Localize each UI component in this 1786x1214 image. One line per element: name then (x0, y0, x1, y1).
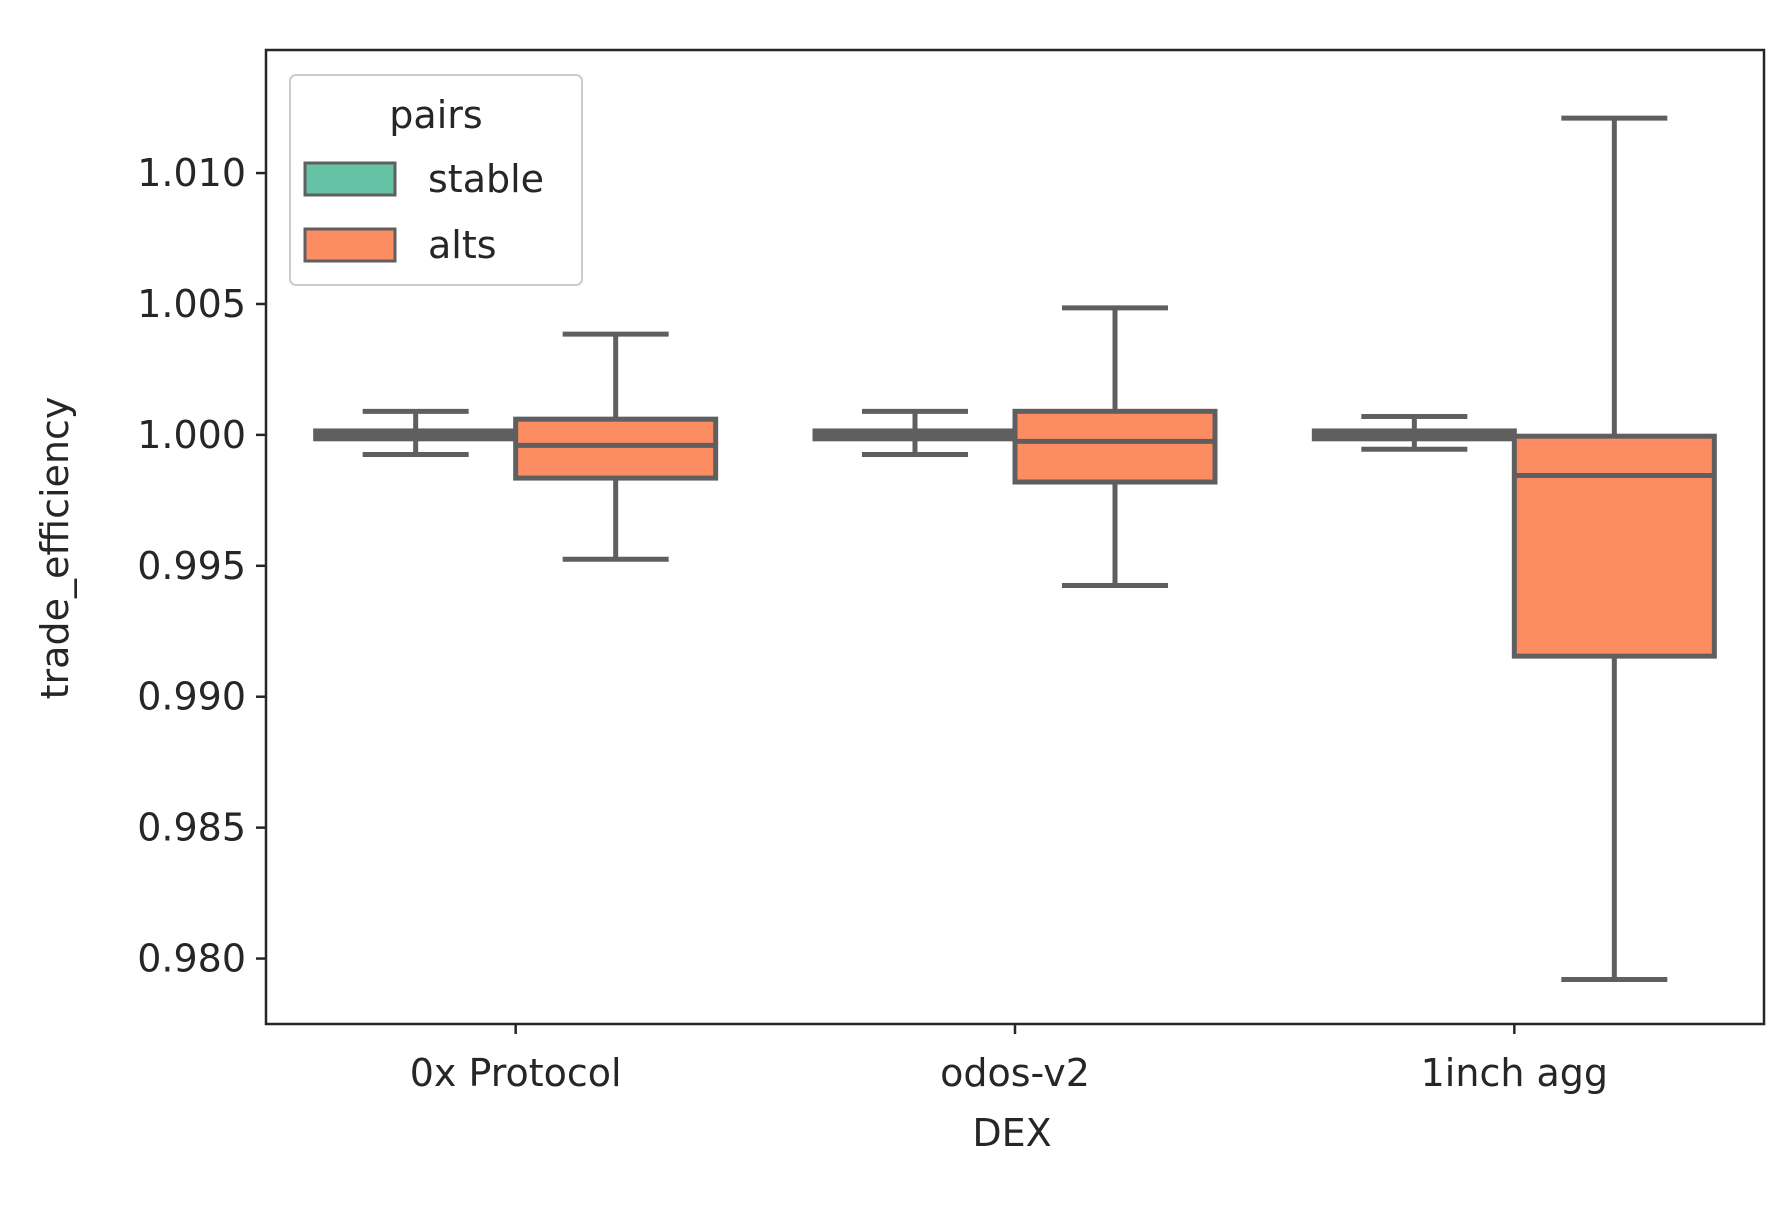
y-tick-label: 0.980 (137, 937, 246, 981)
box-alts-1 (513, 331, 719, 562)
box-alts-3 (1511, 115, 1717, 982)
y-tick-label: 1.005 (137, 282, 246, 326)
y-axis-title: trade_efficiency (33, 397, 77, 700)
iqr-box (1012, 408, 1218, 485)
legend-swatch-stable (303, 161, 397, 197)
legend-swatch-alts (303, 227, 397, 263)
legend-label-stable: stable (428, 157, 544, 201)
legend: pairs stable alts (289, 74, 583, 286)
box-stable-2 (812, 408, 1018, 458)
axes: 0.980 0.985 0.990 0.995 1.000 1.005 1.010 0x Pr… (137, 48, 1766, 1095)
x-axis-title: DEX (972, 1111, 1051, 1155)
y-tick-label: 0.985 (137, 806, 246, 850)
box-alts-2 (1012, 305, 1218, 588)
x-tick-label: 1inch agg (1421, 1051, 1608, 1095)
y-tick-label: 0.995 (137, 544, 246, 588)
box-stable-1 (313, 408, 519, 458)
iqr-box (513, 416, 719, 481)
y-tick-label: 1.010 (137, 151, 246, 195)
x-tick-label: odos-v2 (940, 1051, 1090, 1095)
legend-title: pairs (389, 93, 482, 137)
y-tick-label: 1.000 (137, 413, 246, 457)
legend-label-alts: alts (428, 223, 497, 267)
box-stable-3 (1311, 414, 1517, 452)
y-tick-label: 0.990 (137, 675, 246, 719)
iqr-box (1511, 433, 1717, 659)
plot-area (313, 115, 1717, 982)
x-tick-label: 0x Protocol (410, 1051, 622, 1095)
